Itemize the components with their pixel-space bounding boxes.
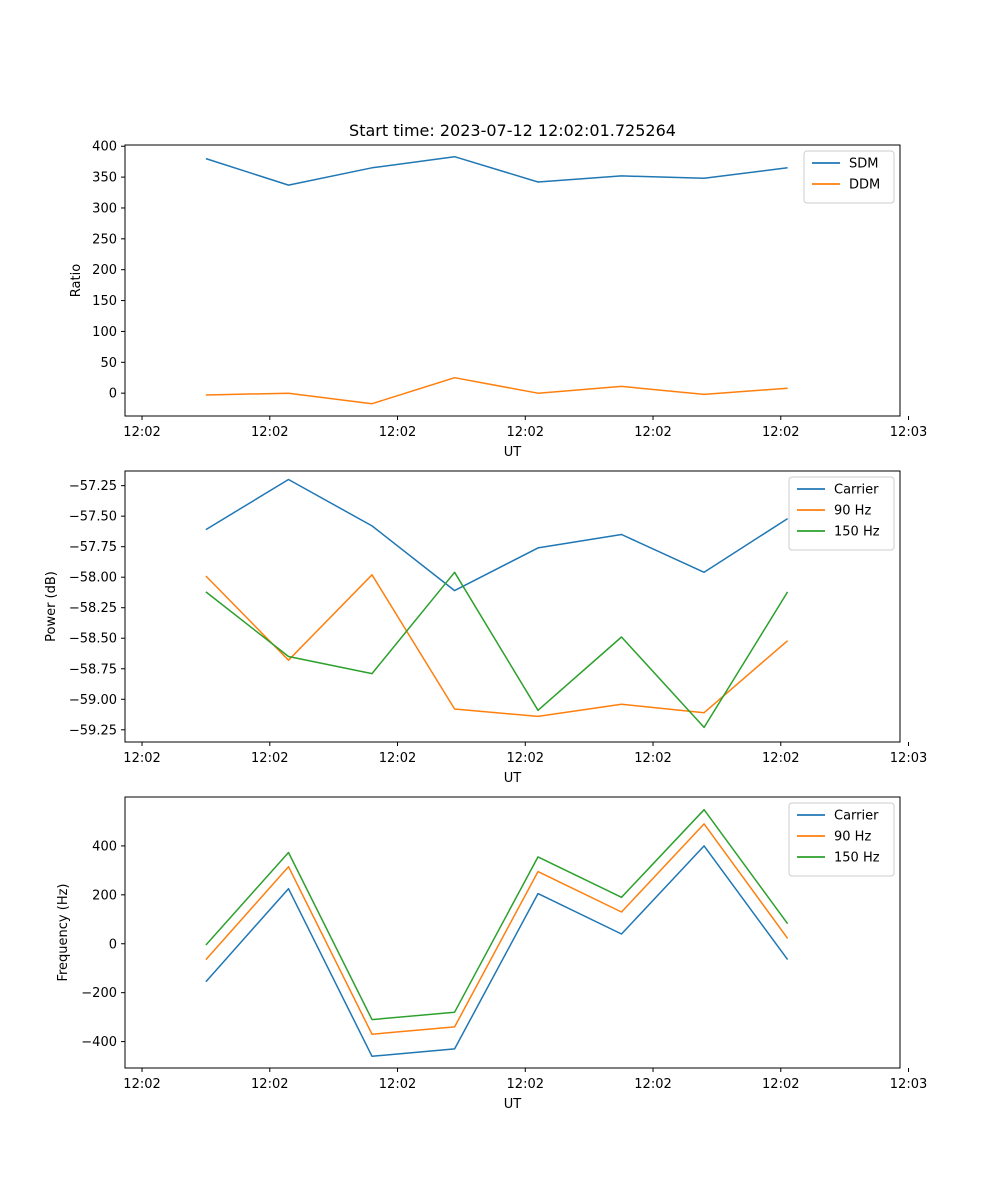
y-tick-label: −58.00 bbox=[69, 571, 117, 586]
y-tick-label: −59.25 bbox=[69, 723, 117, 738]
x-tick-label: 12:02 bbox=[634, 751, 671, 766]
legend: SDM DDM bbox=[803, 150, 895, 204]
y-axis-label: Frequency (Hz) bbox=[56, 883, 71, 981]
series-line-ddm bbox=[205, 376, 788, 405]
y-tick-label: −57.25 bbox=[69, 479, 117, 494]
x-axis-label: UT bbox=[504, 1097, 522, 1112]
legend-entry: DDM bbox=[849, 178, 880, 193]
y-tick-label: 0 bbox=[109, 387, 117, 402]
y-axis-label: Power (dB) bbox=[44, 571, 59, 642]
legend-entry: 150 Hz bbox=[834, 525, 880, 540]
y-tick-label: 200 bbox=[92, 888, 117, 903]
x-tick-label: 12:02 bbox=[762, 1077, 799, 1092]
series-line-carrier bbox=[205, 845, 789, 1058]
axes-frame bbox=[124, 470, 901, 743]
x-tick-label: 12:02 bbox=[762, 425, 799, 440]
x-tick-label: 12:03 bbox=[890, 425, 927, 440]
x-tick-label: 12:02 bbox=[123, 425, 160, 440]
y-tick-label: −400 bbox=[81, 1035, 117, 1050]
x-tick-label: 12:02 bbox=[251, 751, 288, 766]
legend-entry: 150 Hz bbox=[834, 851, 880, 866]
x-tick-label: 12:03 bbox=[890, 751, 927, 766]
x-tick-label: 12:02 bbox=[379, 1077, 416, 1092]
x-axis-label: UT bbox=[504, 771, 522, 786]
series-line-150-hz bbox=[205, 808, 789, 1021]
y-tick-label: 400 bbox=[92, 839, 117, 854]
chart-panel-2: −59.25 −59.00 −58.75 −58.50 −58.25 −58.00 −57.… bbox=[44, 470, 927, 786]
x-tick-label: 12:02 bbox=[251, 1077, 288, 1092]
y-axis-label: Ratio bbox=[69, 264, 84, 297]
x-tick-label: 12:02 bbox=[379, 425, 416, 440]
legend-entry: 90 Hz bbox=[834, 830, 871, 845]
y-tick-label: 50 bbox=[100, 356, 117, 371]
x-tick-label: 12:02 bbox=[634, 1077, 671, 1092]
x-tick-label: 12:02 bbox=[379, 751, 416, 766]
y-tick-label: 400 bbox=[92, 140, 117, 155]
x-tick-label: 12:02 bbox=[762, 751, 799, 766]
y-tick-label: 150 bbox=[92, 294, 117, 309]
series-line-carrier bbox=[205, 478, 789, 592]
chart-panel-3: −400 −200 0 200 400 12:02 12:02 12:02 12:02 12:02… bbox=[56, 796, 927, 1112]
series-line-90-hz bbox=[205, 823, 789, 1035]
legend-entry: SDM bbox=[849, 157, 878, 172]
y-tick-label: 200 bbox=[92, 263, 117, 278]
legend-entry: Carrier bbox=[834, 809, 879, 824]
legend-entry: 90 Hz bbox=[834, 504, 871, 519]
x-tick-label: 12:02 bbox=[123, 1077, 160, 1092]
y-tick-label: −59.00 bbox=[69, 693, 117, 708]
x-axis-label: UT bbox=[504, 445, 522, 460]
y-tick-label: −58.25 bbox=[69, 601, 117, 616]
axes-frame bbox=[124, 144, 901, 417]
x-tick-label: 12:02 bbox=[507, 1077, 544, 1092]
y-tick-label: −57.50 bbox=[69, 510, 117, 525]
series-line-150-hz bbox=[205, 571, 789, 729]
series-line-90-hz bbox=[205, 574, 789, 718]
chart-panel-1: Start time: 2023-07-12 12:02:01.725264 0 5… bbox=[69, 121, 927, 460]
x-tick-label: 12:02 bbox=[507, 751, 544, 766]
x-tick-label: 12:03 bbox=[890, 1077, 927, 1092]
y-tick-label: 300 bbox=[92, 201, 117, 216]
y-tick-label: −58.50 bbox=[69, 632, 117, 647]
axes-frame bbox=[124, 796, 901, 1069]
y-tick-label: −57.75 bbox=[69, 540, 117, 555]
x-tick-label: 12:02 bbox=[251, 425, 288, 440]
legend-entry: Carrier bbox=[834, 483, 879, 498]
series-line-sdm bbox=[205, 155, 788, 186]
legend: Carrier 90 Hz 150 Hz bbox=[788, 476, 895, 551]
y-tick-label: −58.75 bbox=[69, 662, 117, 677]
y-tick-label: 0 bbox=[109, 937, 117, 952]
x-tick-label: 12:02 bbox=[123, 751, 160, 766]
x-tick-label: 12:02 bbox=[634, 425, 671, 440]
y-tick-label: 350 bbox=[92, 171, 117, 186]
legend: Carrier 90 Hz 150 Hz bbox=[788, 802, 895, 877]
legend-box bbox=[803, 150, 895, 204]
chart-title: Start time: 2023-07-12 12:02:01.725264 bbox=[349, 121, 676, 140]
y-tick-label: 250 bbox=[92, 232, 117, 247]
y-tick-label: −200 bbox=[81, 986, 117, 1001]
y-tick-label: 100 bbox=[92, 325, 117, 340]
x-tick-label: 12:02 bbox=[507, 425, 544, 440]
